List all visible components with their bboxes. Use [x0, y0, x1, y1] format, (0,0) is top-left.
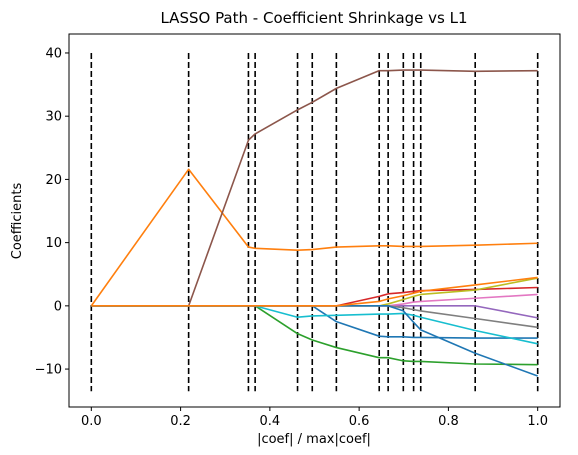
series-layer	[90, 69, 538, 377]
plot-area	[68, 33, 561, 408]
y-axis-label: Coefficients	[10, 183, 25, 260]
x-tick-label-1: 0.2	[170, 414, 191, 429]
y-tick-label-4: 30	[45, 110, 62, 125]
y-tick-label-2: 10	[45, 236, 62, 251]
x-axis-label: |coef| / max|coef|	[257, 432, 371, 447]
x-tick-label-5: 1.0	[527, 414, 548, 429]
vlines-layer	[90, 52, 539, 392]
series-line-1	[90, 168, 538, 307]
x-tick-label-4: 0.8	[438, 414, 459, 429]
series-line-5	[91, 69, 538, 307]
x-tick-label-0: 0.0	[81, 414, 102, 429]
y-tick-label-3: 20	[45, 173, 62, 188]
plot-frame	[68, 33, 561, 408]
y-tick-label-5: 40	[45, 46, 62, 61]
y-tick-label-0: −10	[35, 363, 62, 378]
x-tick-label-3: 0.6	[349, 414, 370, 429]
y-axis: −10 0 10 20 30 40	[35, 46, 69, 378]
series-line-11	[91, 276, 538, 307]
x-axis: 0.0 0.2 0.4 0.6 0.8 1.0	[81, 407, 548, 429]
y-tick-label-1: 0	[54, 299, 62, 314]
chart-title: LASSO Path - Coefficient Shrinkage vs L1	[160, 9, 467, 27]
x-tick-label-2: 0.4	[260, 414, 281, 429]
